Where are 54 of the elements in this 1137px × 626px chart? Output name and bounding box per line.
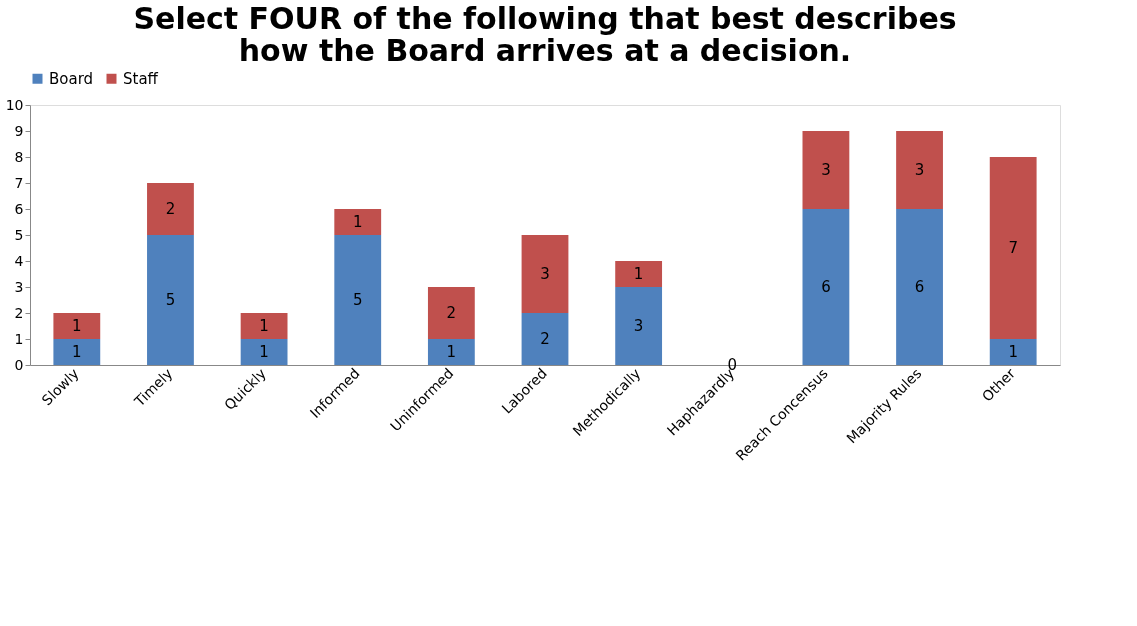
data-label: 3 <box>821 161 831 179</box>
data-label: 5 <box>165 291 176 309</box>
data-label: 1 <box>72 343 82 361</box>
bar <box>521 313 569 365</box>
data-label: 6 <box>914 278 925 296</box>
bar <box>802 209 850 365</box>
bar <box>427 287 475 339</box>
data-label: 1 <box>633 265 644 283</box>
data-label: 5 <box>352 291 363 309</box>
bar <box>53 313 101 339</box>
y-tick-label: 5 <box>14 226 24 243</box>
y-tick-label: 6 <box>14 200 24 217</box>
y-tick-label: 10 <box>5 96 24 113</box>
y-tick-label: 1 <box>14 330 24 347</box>
legend-label: Board <box>49 69 94 88</box>
data-label: 3 <box>914 161 925 179</box>
data-label: 1 <box>352 213 363 231</box>
data-label: 3 <box>633 317 644 335</box>
y-tick-label: 8 <box>14 148 24 165</box>
bar <box>615 261 663 287</box>
data-label: 6 <box>821 278 831 296</box>
bar <box>147 235 194 365</box>
data-label: 1 <box>259 343 269 361</box>
bar <box>240 339 288 365</box>
bar <box>334 209 382 235</box>
y-tick-label: 0 <box>14 356 24 373</box>
data-label: 3 <box>540 265 550 283</box>
data-label: 1 <box>1008 343 1018 361</box>
bar <box>802 131 850 209</box>
bar <box>896 131 943 209</box>
bar <box>334 235 382 365</box>
data-label: 2 <box>446 304 457 322</box>
bar <box>521 235 569 313</box>
bar <box>240 313 288 339</box>
y-tick-label: 2 <box>14 304 24 321</box>
bar <box>147 183 194 235</box>
data-label: 1 <box>259 317 269 335</box>
y-tick-label: 4 <box>14 252 24 269</box>
data-label: 1 <box>72 317 82 335</box>
data-label: 2 <box>165 200 176 218</box>
data-label: 2 <box>540 330 550 348</box>
y-tick-label: 7 <box>14 174 24 191</box>
bar <box>896 209 943 365</box>
chart-title: Select FOUR of the following that best describes how the Board arrives at a decision. <box>133 1 957 68</box>
y-tick-label: 9 <box>14 122 24 139</box>
data-label: 7 <box>1008 239 1018 257</box>
bar <box>427 339 475 365</box>
legend-label: Staff <box>123 69 159 88</box>
bar <box>989 339 1037 365</box>
y-tick-label: 3 <box>14 278 24 295</box>
bar <box>53 339 101 365</box>
bar <box>989 157 1037 339</box>
bar <box>615 287 663 365</box>
data-label: 1 <box>446 343 457 361</box>
